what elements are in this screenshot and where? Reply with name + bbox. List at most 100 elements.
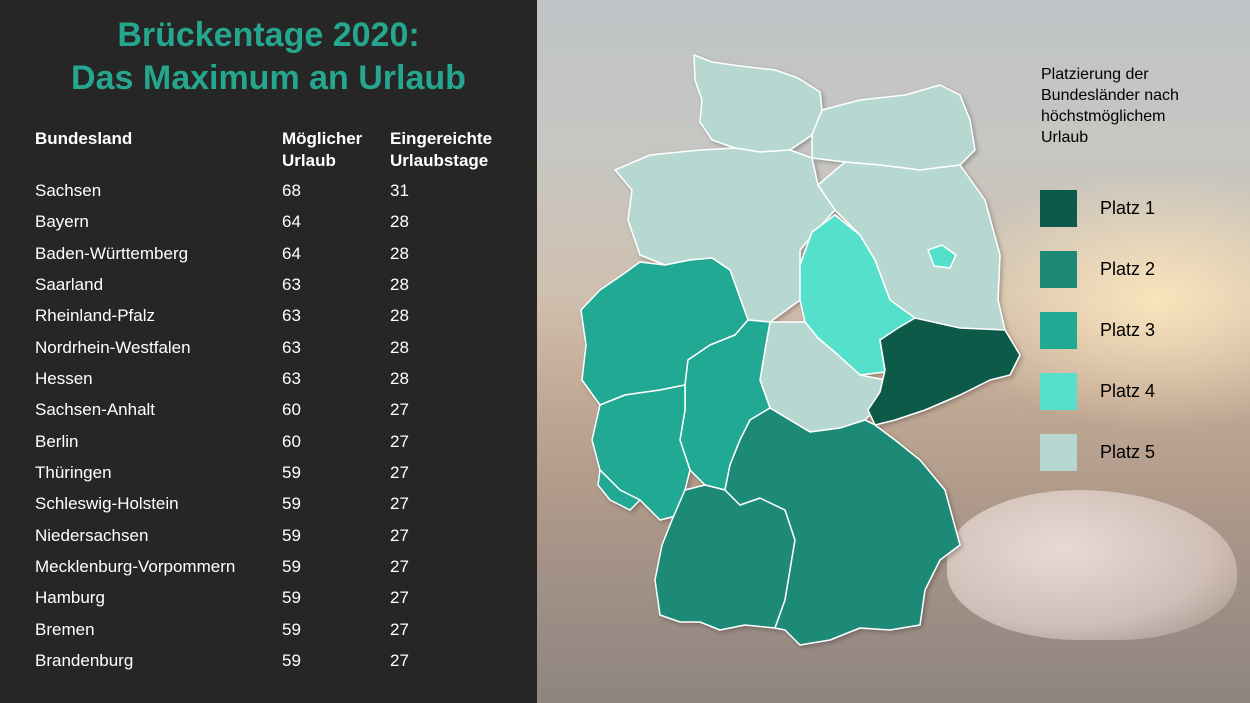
cell-max-leave: 60 bbox=[282, 400, 301, 420]
cell-max-leave: 63 bbox=[282, 369, 301, 389]
cell-state: Bremen bbox=[35, 619, 95, 639]
table-row: Rheinland-Pfalz 63 28 bbox=[35, 300, 525, 331]
cell-state: Niedersachsen bbox=[35, 525, 149, 545]
table-row: Thüringen 59 27 bbox=[35, 457, 525, 488]
cell-max-leave: 59 bbox=[282, 619, 301, 639]
legend-label-platz-2: Platz 2 bbox=[1100, 259, 1156, 279]
cell-max-leave: 64 bbox=[282, 212, 301, 232]
left-panel: Brückentage 2020: Das Maximum an Urlaub … bbox=[0, 0, 537, 703]
table-row: Baden-Württemberg 64 28 bbox=[35, 238, 525, 269]
cell-max-leave: 59 bbox=[282, 525, 301, 545]
cell-max-leave: 59 bbox=[282, 494, 301, 514]
legend-swatch-platz-4 bbox=[1040, 373, 1077, 410]
cell-submitted-days: 28 bbox=[390, 275, 409, 295]
cell-state: Saarland bbox=[35, 275, 104, 295]
map-region-schleswig-holstein bbox=[693, 54, 823, 153]
seashell-image bbox=[947, 490, 1237, 640]
table-row: Niedersachsen 59 27 bbox=[35, 520, 525, 551]
cell-submitted-days: 31 bbox=[390, 181, 409, 200]
cell-submitted-days: 27 bbox=[390, 619, 409, 639]
table-row: Nordrhein-Westfalen 63 28 bbox=[35, 332, 525, 363]
cell-submitted-days: 27 bbox=[390, 463, 409, 483]
cell-max-leave: 59 bbox=[282, 557, 301, 577]
page-title: Brückentage 2020: Das Maximum an Urlaub bbox=[0, 14, 537, 100]
map-region-mecklenburg-vorpommern bbox=[811, 84, 976, 171]
legend-swatch-platz-1 bbox=[1040, 190, 1077, 227]
legend-item-platz-1: Platz 1 bbox=[1040, 190, 1240, 227]
cell-max-leave: 68 bbox=[282, 181, 301, 200]
table-row: Bayern 64 28 bbox=[35, 206, 525, 237]
table-body: Sachsen 68 31 Bayern 64 28 Baden-Württemberg 64… bbox=[35, 175, 525, 677]
legend-title: Platzierung der Bundesländer nach höchst… bbox=[1041, 64, 1231, 148]
cell-state: Rheinland-Pfalz bbox=[35, 306, 156, 326]
cell-state: Sachsen-Anhalt bbox=[35, 400, 156, 420]
cell-submitted-days: 28 bbox=[390, 337, 409, 357]
table-row: Brandenburg 59 27 bbox=[35, 645, 525, 676]
title-line-2: Das Maximum an Urlaub bbox=[71, 59, 466, 97]
legend-item-platz-5: Platz 5 bbox=[1040, 434, 1240, 471]
legend-title-line3: höchstmöglichem bbox=[1041, 108, 1166, 125]
legend-item-platz-2: Platz 2 bbox=[1040, 251, 1240, 288]
cell-submitted-days: 27 bbox=[390, 651, 409, 671]
map-region-rheinland-pfalz bbox=[591, 384, 691, 521]
header-submitted-line1: Eingereichte bbox=[390, 129, 493, 148]
cell-state: Baden-Württemberg bbox=[35, 243, 189, 263]
legend-item-platz-3: Platz 3 bbox=[1040, 312, 1240, 349]
cell-state: Thüringen bbox=[35, 463, 112, 483]
legend-swatch-platz-5 bbox=[1040, 434, 1077, 471]
table-row: Hessen 63 28 bbox=[35, 363, 525, 394]
table-row: Sachsen-Anhalt 60 27 bbox=[35, 394, 525, 425]
cell-submitted-days: 28 bbox=[390, 306, 409, 326]
cell-state: Sachsen bbox=[35, 181, 102, 200]
cell-submitted-days: 27 bbox=[390, 557, 409, 577]
cell-state: Berlin bbox=[35, 431, 79, 451]
cell-submitted-days: 28 bbox=[390, 369, 409, 389]
cell-max-leave: 59 bbox=[282, 588, 301, 608]
header-submitted-line2: Urlaubstage bbox=[390, 151, 489, 170]
table-row: Bremen 59 27 bbox=[35, 614, 525, 645]
map-region-berlin bbox=[927, 244, 957, 269]
legend-item-platz-4: Platz 4 bbox=[1040, 373, 1240, 410]
legend-swatch-platz-3 bbox=[1040, 312, 1077, 349]
legend-swatch-platz-2 bbox=[1040, 251, 1077, 288]
map-region-sachsen bbox=[867, 317, 1021, 426]
table-row: Saarland 63 28 bbox=[35, 269, 525, 300]
map-region-saarland bbox=[597, 469, 641, 511]
table-row: Berlin 60 27 bbox=[35, 426, 525, 457]
legend-label-platz-5: Platz 5 bbox=[1100, 442, 1156, 462]
cell-submitted-days: 28 bbox=[390, 212, 409, 232]
legend-title-line4: Urlaub bbox=[1041, 129, 1089, 146]
cell-submitted-days: 27 bbox=[390, 525, 409, 545]
cell-submitted-days: 27 bbox=[390, 431, 409, 451]
cell-max-leave: 63 bbox=[282, 275, 301, 295]
cell-submitted-days: 28 bbox=[390, 243, 409, 263]
cell-max-leave: 59 bbox=[282, 651, 301, 671]
legend-title-line1: Platzierung der bbox=[1041, 66, 1149, 83]
cell-state: Hamburg bbox=[35, 588, 105, 608]
cell-max-leave: 63 bbox=[282, 306, 301, 326]
map-region-bayern bbox=[724, 407, 961, 646]
header-max-leave-line1: Möglicher bbox=[282, 129, 363, 148]
legend-label-platz-4: Platz 4 bbox=[1100, 381, 1156, 401]
header-max-leave-line2: Urlaub bbox=[282, 151, 336, 170]
cell-state: Hessen bbox=[35, 369, 93, 389]
table-row: Sachsen 68 31 bbox=[35, 175, 525, 206]
table-row: Mecklenburg-Vorpommern 59 27 bbox=[35, 551, 525, 582]
cell-state: Brandenburg bbox=[35, 651, 134, 671]
cell-max-leave: 63 bbox=[282, 337, 301, 357]
cell-state: Mecklenburg-Vorpommern bbox=[35, 557, 236, 577]
table-row: Hamburg 59 27 bbox=[35, 582, 525, 613]
cell-state: Nordrhein-Westfalen bbox=[35, 337, 191, 357]
cell-state: Bayern bbox=[35, 212, 89, 232]
cell-submitted-days: 27 bbox=[390, 588, 409, 608]
vacation-table: Bundesland Möglicher Urlaub Eingereichte… bbox=[35, 128, 525, 677]
table-header: Bundesland Möglicher Urlaub Eingereichte… bbox=[35, 128, 525, 175]
cell-submitted-days: 27 bbox=[390, 400, 409, 420]
cell-submitted-days: 27 bbox=[390, 494, 409, 514]
table-row: Schleswig-Holstein 59 27 bbox=[35, 488, 525, 519]
cell-max-leave: 64 bbox=[282, 243, 301, 263]
cell-state: Schleswig-Holstein bbox=[35, 494, 179, 514]
legend-label-platz-1: Platz 1 bbox=[1100, 198, 1156, 218]
legend-label-platz-3: Platz 3 bbox=[1100, 320, 1156, 340]
